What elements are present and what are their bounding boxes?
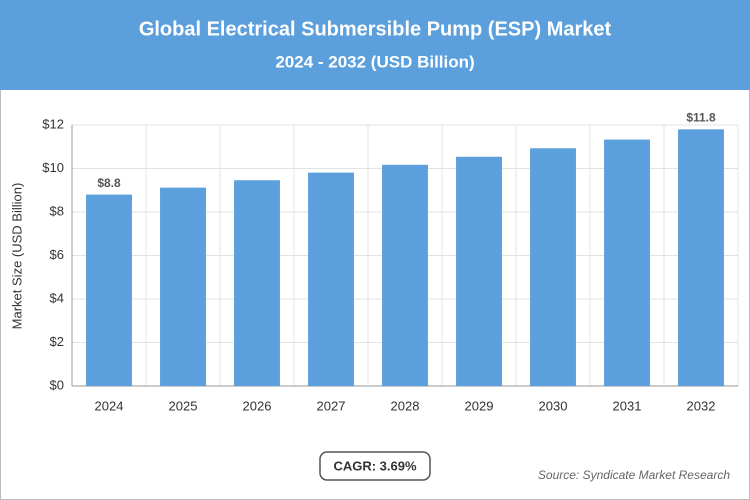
y-axis-label: Market Size (USD Billion) <box>9 183 24 330</box>
chart-subtitle: 2024 - 2032 (USD Billion) <box>275 52 474 71</box>
bar <box>160 187 206 386</box>
x-tick-label: 2027 <box>317 398 346 413</box>
chart-title: Global Electrical Submersible Pump (ESP)… <box>139 18 612 40</box>
bar <box>86 194 132 386</box>
y-tick-label: $0 <box>50 377 64 392</box>
x-tick-label: 2026 <box>243 398 272 413</box>
cagr-box <box>319 451 431 481</box>
bar <box>530 148 576 386</box>
x-tick-label: 2024 <box>95 398 124 413</box>
x-tick-label: 2028 <box>391 398 420 413</box>
bar <box>382 164 428 386</box>
source: Source: Syndicate Market Research <box>538 468 730 482</box>
y-tick-label: $10 <box>42 160 64 175</box>
cagr-label: CAGR: 3.69% <box>333 458 417 473</box>
bar <box>678 129 724 386</box>
x-tick-label: 2031 <box>613 398 642 413</box>
data-label: $11.8 <box>686 111 716 125</box>
y-tick-label: $8 <box>50 203 64 218</box>
bar <box>308 172 354 386</box>
y-tick-label: $6 <box>50 247 64 262</box>
bar <box>456 156 502 386</box>
x-tick-label: 2032 <box>687 398 716 413</box>
y-tick-label: $4 <box>50 290 64 305</box>
data-label: $8.8 <box>97 176 121 190</box>
x-tick-label: 2025 <box>169 398 198 413</box>
y-tick-label: $2 <box>50 334 64 349</box>
bar <box>234 180 280 386</box>
bar <box>604 139 650 386</box>
header <box>0 0 750 90</box>
x-tick-label: 2030 <box>539 398 568 413</box>
x-tick-label: 2029 <box>465 398 494 413</box>
y-tick-label: $12 <box>42 116 64 131</box>
